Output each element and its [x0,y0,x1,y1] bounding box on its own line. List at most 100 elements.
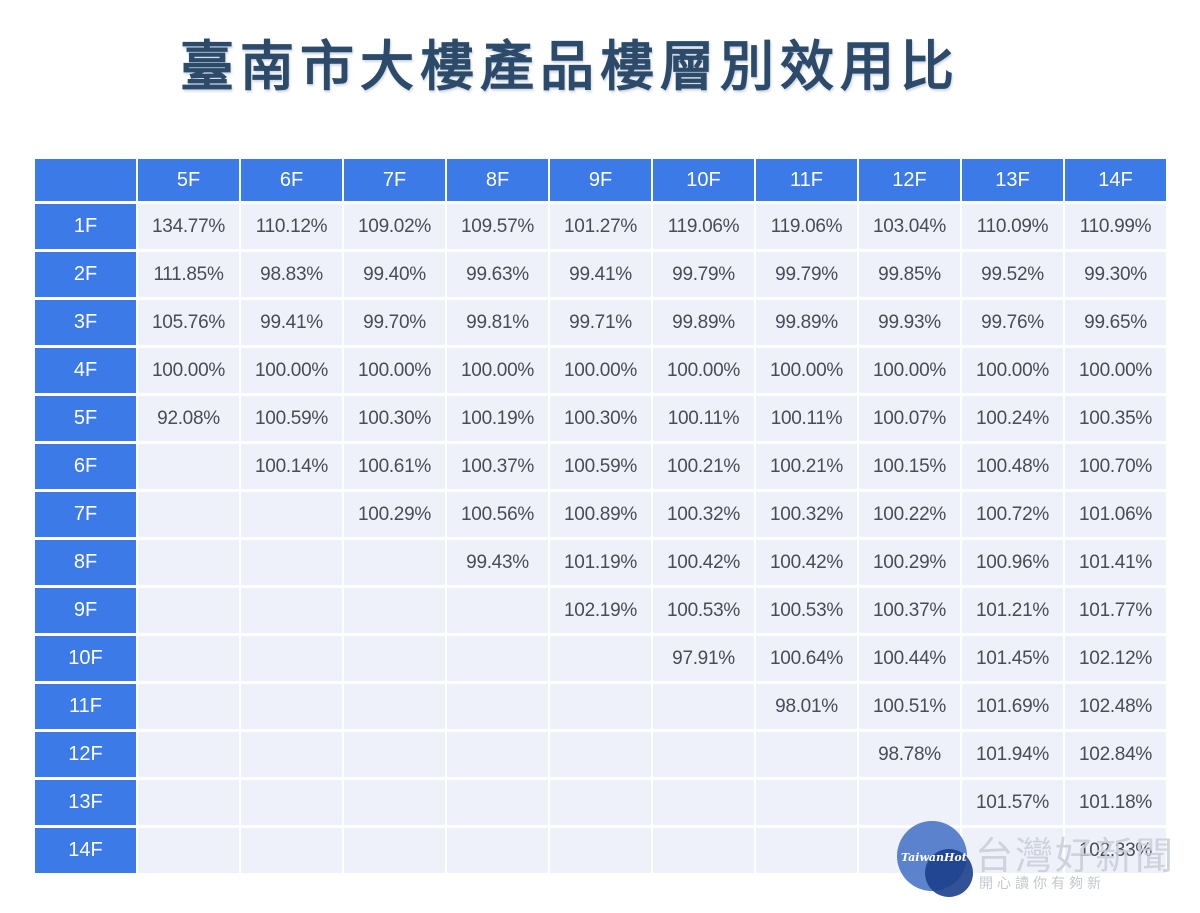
table-cell [550,684,651,729]
table-cell [138,828,239,873]
table-row: 8F 99.43% 101.19% 100.42% 100.42% 100.29% 100.… [35,540,1166,585]
table-cell [447,636,548,681]
table-cell [756,780,857,825]
table-row: 11F 98.01% 100.51% 101.69% 102.48% [35,684,1166,729]
table-row: 14F 102.33% [35,828,1166,873]
table-cell: 99.79% [653,252,754,297]
table-cell: 100.00% [859,348,960,393]
row-header: 1F [35,204,136,249]
table-cell: 99.30% [1065,252,1166,297]
table-cell [241,588,342,633]
table-cell [241,540,342,585]
column-header: 7F [344,159,445,201]
row-header: 2F [35,252,136,297]
page-title: 臺南市大樓產品樓層別效用比 [180,34,960,98]
table-cell: 109.02% [344,204,445,249]
table-cell: 100.61% [344,444,445,489]
table-cell [447,780,548,825]
table-cell [653,780,754,825]
table-cell: 100.11% [756,396,857,441]
table-cell [344,540,445,585]
table-cell: 100.19% [447,396,548,441]
table-cell: 99.79% [756,252,857,297]
table-cell: 100.00% [1065,348,1166,393]
table-cell [756,828,857,873]
table-cell: 100.59% [550,444,651,489]
table-cell [344,684,445,729]
watermark: TaiwanHot 台灣好新聞 開心讀你有夠新 [895,815,1195,910]
table-cell [241,780,342,825]
table-cell: 110.09% [962,204,1063,249]
table-cell: 98.01% [756,684,857,729]
column-header: 11F [756,159,857,201]
row-header: 10F [35,636,136,681]
table-row: 1F 134.77% 110.12% 109.02% 109.57% 101.27% 119… [35,204,1166,249]
table-row: 5F 92.08% 100.59% 100.30% 100.19% 100.30% 100.… [35,396,1166,441]
table-cell: 100.00% [756,348,857,393]
row-header: 3F [35,300,136,345]
table-cell: 99.89% [756,300,857,345]
table-cell: 119.06% [756,204,857,249]
table-cell [138,684,239,729]
table-cell: 101.19% [550,540,651,585]
row-header: 7F [35,492,136,537]
table-row: 2F 111.85% 98.83% 99.40% 99.63% 99.41% 99.79% 9… [35,252,1166,297]
table-cell: 101.45% [962,636,1063,681]
table-cell: 119.06% [653,204,754,249]
table-cell: 99.41% [241,300,342,345]
table-cell: 100.29% [859,540,960,585]
table-cell: 110.99% [1065,204,1166,249]
table-cell: 99.65% [1065,300,1166,345]
table-cell: 100.00% [653,348,754,393]
table-cell: 100.59% [241,396,342,441]
table-cell [859,780,960,825]
table-cell [653,828,754,873]
row-header: 13F [35,780,136,825]
row-header: 6F [35,444,136,489]
table-cell: 100.00% [550,348,651,393]
table-cell: 101.06% [1065,492,1166,537]
table-cell [653,732,754,777]
table-cell: 99.71% [550,300,651,345]
table-cell: 102.33% [1065,828,1166,873]
watermark-name: 台灣好新聞 [975,834,1176,878]
table-cell: 99.81% [447,300,548,345]
row-header: 4F [35,348,136,393]
table-cell: 100.48% [962,444,1063,489]
table-cell [241,636,342,681]
table-cell: 101.57% [962,780,1063,825]
utility-ratio-table: 5F 6F 7F 8F 9F 10F 11F 12F 13F 14F 1F 134… [33,156,1168,876]
table-cell: 100.29% [344,492,445,537]
table-cell [138,444,239,489]
table-cell [447,588,548,633]
row-header: 5F [35,396,136,441]
table-cell: 100.64% [756,636,857,681]
table-cell: 99.93% [859,300,960,345]
watermark-slogan: 開心讀你有夠新 [979,875,1105,891]
table-cell: 92.08% [138,396,239,441]
table-cell [344,636,445,681]
table-cell: 102.12% [1065,636,1166,681]
table-cell: 109.57% [447,204,548,249]
table-cell [138,540,239,585]
table-cell [447,732,548,777]
table-cell [550,780,651,825]
table-cell: 100.00% [962,348,1063,393]
table-cell [138,588,239,633]
table-cell [138,732,239,777]
corner-cell [35,159,136,201]
table-cell: 99.85% [859,252,960,297]
table-cell: 99.43% [447,540,548,585]
table-cell: 102.48% [1065,684,1166,729]
column-header: 12F [859,159,960,201]
table-cell: 98.83% [241,252,342,297]
table-cell: 99.70% [344,300,445,345]
row-header: 14F [35,828,136,873]
column-header: 5F [138,159,239,201]
watermark-logo-inner [925,849,973,897]
table-cell: 100.00% [138,348,239,393]
table-cell [241,732,342,777]
table-cell: 100.21% [653,444,754,489]
table-cell: 101.77% [1065,588,1166,633]
column-header: 14F [1065,159,1166,201]
